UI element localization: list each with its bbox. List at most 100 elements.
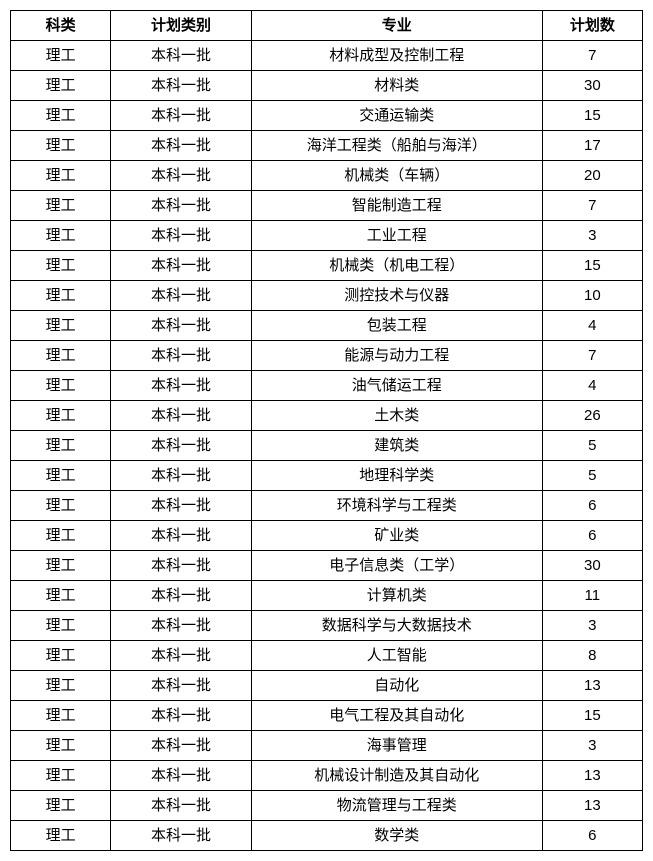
cell-plan-type: 本科一批 [111,431,251,461]
cell-count: 6 [542,821,642,851]
cell-count: 30 [542,551,642,581]
cell-count: 20 [542,161,642,191]
table-row: 理工本科一批能源与动力工程7 [11,341,643,371]
cell-major: 机械类（车辆） [251,161,542,191]
cell-major: 海洋工程类（船舶与海洋） [251,131,542,161]
cell-subject: 理工 [11,641,111,671]
table-row: 理工本科一批环境科学与工程类6 [11,491,643,521]
cell-plan-type: 本科一批 [111,731,251,761]
table-row: 理工本科一批海事管理3 [11,731,643,761]
cell-subject: 理工 [11,401,111,431]
table-row: 理工本科一批材料类30 [11,71,643,101]
cell-plan-type: 本科一批 [111,551,251,581]
cell-subject: 理工 [11,281,111,311]
cell-major: 包装工程 [251,311,542,341]
table-row: 理工本科一批计算机类11 [11,581,643,611]
cell-subject: 理工 [11,251,111,281]
cell-count: 15 [542,101,642,131]
cell-subject: 理工 [11,761,111,791]
cell-subject: 理工 [11,191,111,221]
cell-major: 海事管理 [251,731,542,761]
cell-count: 13 [542,671,642,701]
table-row: 理工本科一批海洋工程类（船舶与海洋）17 [11,131,643,161]
cell-count: 5 [542,431,642,461]
table-row: 理工本科一批人工智能8 [11,641,643,671]
cell-major: 物流管理与工程类 [251,791,542,821]
cell-subject: 理工 [11,551,111,581]
cell-plan-type: 本科一批 [111,701,251,731]
cell-subject: 理工 [11,101,111,131]
table-row: 理工本科一批测控技术与仪器10 [11,281,643,311]
table-row: 理工本科一批数学类6 [11,821,643,851]
table-row: 理工本科一批机械类（机电工程）15 [11,251,643,281]
cell-major: 机械类（机电工程） [251,251,542,281]
cell-major: 地理科学类 [251,461,542,491]
table-row: 理工本科一批土木类26 [11,401,643,431]
cell-count: 4 [542,371,642,401]
cell-plan-type: 本科一批 [111,41,251,71]
cell-plan-type: 本科一批 [111,191,251,221]
cell-subject: 理工 [11,671,111,701]
cell-subject: 理工 [11,311,111,341]
cell-plan-type: 本科一批 [111,821,251,851]
cell-count: 15 [542,701,642,731]
cell-subject: 理工 [11,131,111,161]
cell-count: 6 [542,521,642,551]
table-row: 理工本科一批交通运输类15 [11,101,643,131]
cell-major: 计算机类 [251,581,542,611]
cell-major: 测控技术与仪器 [251,281,542,311]
cell-major: 数据科学与大数据技术 [251,611,542,641]
cell-subject: 理工 [11,791,111,821]
cell-count: 7 [542,41,642,71]
cell-plan-type: 本科一批 [111,101,251,131]
cell-plan-type: 本科一批 [111,371,251,401]
table-row: 理工本科一批地理科学类5 [11,461,643,491]
header-row: 科类 计划类别 专业 计划数 [11,11,643,41]
cell-plan-type: 本科一批 [111,581,251,611]
cell-plan-type: 本科一批 [111,251,251,281]
table-row: 理工本科一批机械设计制造及其自动化13 [11,761,643,791]
cell-subject: 理工 [11,41,111,71]
cell-count: 8 [542,641,642,671]
col-header-subject: 科类 [11,11,111,41]
cell-plan-type: 本科一批 [111,521,251,551]
cell-major: 自动化 [251,671,542,701]
cell-major: 土木类 [251,401,542,431]
table-row: 理工本科一批包装工程4 [11,311,643,341]
col-header-major: 专业 [251,11,542,41]
cell-count: 3 [542,731,642,761]
cell-subject: 理工 [11,731,111,761]
cell-count: 15 [542,251,642,281]
cell-count: 6 [542,491,642,521]
cell-subject: 理工 [11,221,111,251]
table-row: 理工本科一批物流管理与工程类13 [11,791,643,821]
cell-plan-type: 本科一批 [111,71,251,101]
table-row: 理工本科一批工业工程3 [11,221,643,251]
cell-subject: 理工 [11,581,111,611]
cell-count: 11 [542,581,642,611]
table-row: 理工本科一批自动化13 [11,671,643,701]
cell-major: 数学类 [251,821,542,851]
table-row: 理工本科一批电子信息类（工学）30 [11,551,643,581]
cell-count: 17 [542,131,642,161]
cell-count: 13 [542,761,642,791]
cell-major: 油气储运工程 [251,371,542,401]
cell-subject: 理工 [11,461,111,491]
cell-subject: 理工 [11,611,111,641]
cell-count: 3 [542,611,642,641]
cell-major: 人工智能 [251,641,542,671]
cell-subject: 理工 [11,161,111,191]
cell-plan-type: 本科一批 [111,611,251,641]
table-row: 理工本科一批建筑类5 [11,431,643,461]
cell-subject: 理工 [11,371,111,401]
cell-major: 电气工程及其自动化 [251,701,542,731]
cell-plan-type: 本科一批 [111,281,251,311]
table-header: 科类 计划类别 专业 计划数 [11,11,643,41]
cell-subject: 理工 [11,341,111,371]
table-row: 理工本科一批智能制造工程7 [11,191,643,221]
table-row: 理工本科一批油气储运工程4 [11,371,643,401]
cell-count: 7 [542,341,642,371]
cell-count: 3 [542,221,642,251]
cell-major: 材料成型及控制工程 [251,41,542,71]
cell-plan-type: 本科一批 [111,761,251,791]
